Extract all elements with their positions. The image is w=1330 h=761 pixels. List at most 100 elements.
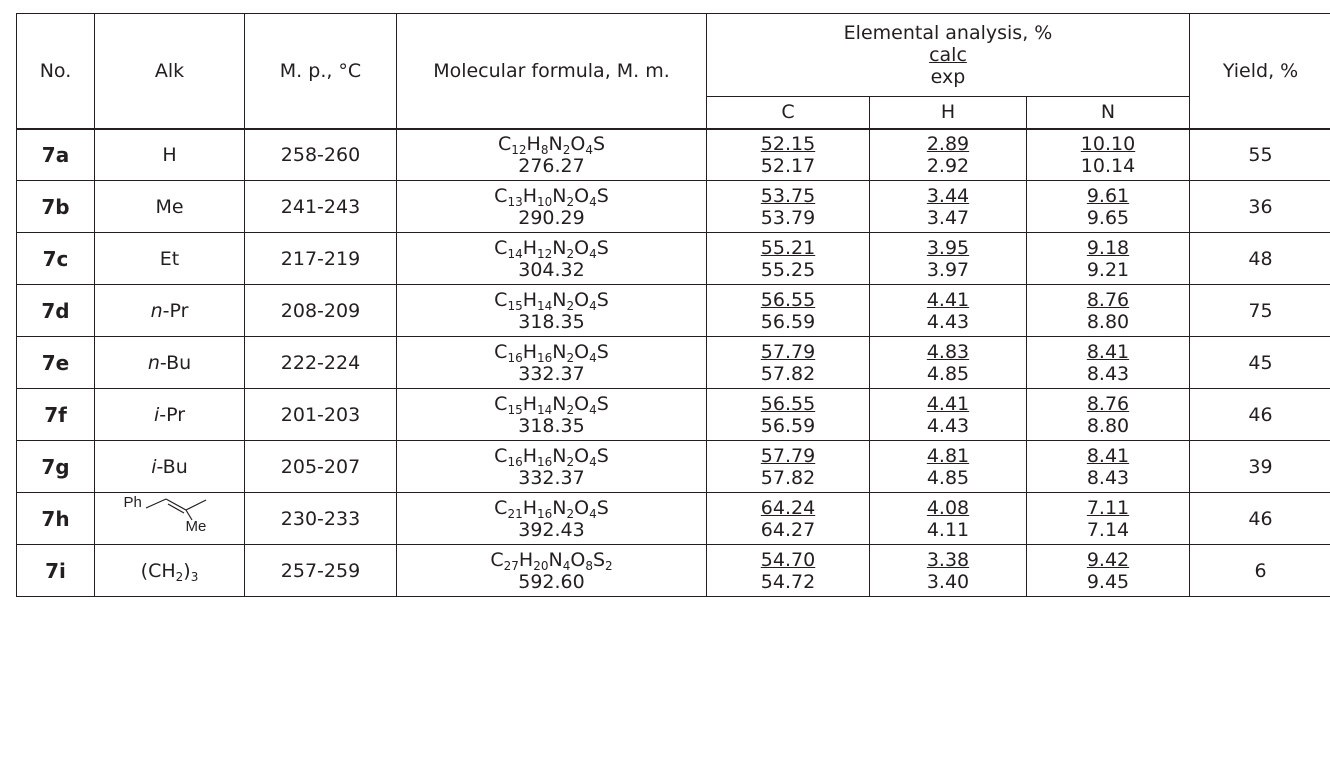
formula-element: N — [548, 132, 563, 155]
mp-cell: 205-207 — [244, 440, 397, 493]
n-calc: 10.10 — [1080, 132, 1136, 155]
c-exp: 64.27 — [760, 518, 816, 541]
n-exp: 8.43 — [1086, 466, 1130, 489]
h-cell: 4.41 4.43 — [869, 388, 1027, 441]
header-formula: Molecular formula, M. m. — [396, 13, 707, 129]
n-exp: 7.14 — [1086, 518, 1130, 541]
formula-element: O — [574, 288, 590, 311]
formula-element: C — [494, 288, 508, 311]
h-exp: 4.85 — [926, 362, 970, 385]
yield-cell: 36 — [1189, 180, 1330, 233]
formula-subscript: 4 — [589, 194, 597, 209]
alk-sub: 2 — [175, 569, 184, 584]
formula-element: S — [596, 392, 609, 415]
h-exp: 4.85 — [926, 466, 970, 489]
formula-cell: C13H10N2O4S 290.29 — [396, 180, 707, 233]
c-exp: 54.72 — [760, 570, 816, 593]
formula-subscript: 2 — [566, 402, 575, 417]
phenyl-propenyl-structure: Ph Me — [122, 494, 218, 538]
formula-subscript: 27 — [503, 558, 519, 573]
formula-cell: C15H14N2O4S 318.35 — [396, 388, 707, 441]
alk-cell: Me — [94, 180, 245, 233]
formula-subscript: 16 — [537, 350, 553, 365]
formula-element: S — [596, 496, 609, 519]
c-cell: 55.21 55.25 — [706, 232, 870, 285]
compound-no: 7i — [16, 544, 95, 597]
c-calc: 53.75 — [760, 184, 816, 207]
formula-cell: C27H20N4O8S2 592.60 — [396, 544, 707, 597]
compounds-table: No. Alk M. p., °C Molecular formula, M. … — [16, 13, 1330, 597]
compound-no: 7c — [16, 232, 95, 285]
c-calc: 55.21 — [760, 236, 816, 259]
yield-cell: 48 — [1189, 232, 1330, 285]
h-exp: 3.40 — [926, 570, 970, 593]
molecular-formula: C15H14N2O4S — [397, 288, 706, 313]
formula-subscript: 2 — [605, 558, 613, 573]
formula-cell: C12H8N2O4S 276.27 — [396, 127, 707, 181]
molecular-mass: 318.35 — [518, 310, 585, 333]
formula-cell: C14H12N2O4S 304.32 — [396, 232, 707, 285]
c-calc: 64.24 — [760, 496, 816, 519]
alk-cell: n-Pr — [94, 284, 245, 337]
h-calc: 4.41 — [926, 392, 970, 415]
formula-subscript: 2 — [566, 298, 575, 313]
n-calc: 8.41 — [1086, 340, 1130, 363]
alk-rest: -Pr — [159, 403, 186, 426]
formula-element: N — [552, 288, 567, 311]
mp-cell: 258-260 — [244, 127, 397, 181]
h-calc: 3.95 — [926, 236, 970, 259]
mp-cell: 201-203 — [244, 388, 397, 441]
formula-element: C — [494, 236, 508, 259]
header-c: C — [706, 96, 870, 129]
table-row: 7c Et 217-219 C14H12N2O4S 304.32 55.21 55.… — [16, 232, 1330, 285]
c-exp: 52.17 — [760, 154, 816, 177]
formula-subscript: 4 — [589, 506, 597, 521]
alk-prefix: n — [147, 351, 160, 374]
n-cell: 8.41 8.43 — [1025, 440, 1191, 493]
h-cell: 4.81 4.85 — [869, 440, 1027, 493]
c-cell: 57.79 57.82 — [706, 440, 870, 493]
formula-subscript: 2 — [566, 454, 575, 469]
mp-cell: 230-233 — [244, 492, 397, 545]
n-calc: 9.61 — [1086, 184, 1130, 207]
c-cell: 56.55 56.59 — [706, 284, 870, 337]
structure-bonds — [145, 498, 206, 521]
compound-no: 7f — [16, 388, 95, 441]
alk-ph-label: Ph — [123, 494, 142, 511]
formula-subscript: 15 — [507, 402, 523, 417]
formula-subscript: 4 — [585, 142, 593, 157]
table-row: 7i (CH2)3 257-259 C27H20N4O8S2 592.60 54.… — [16, 544, 1330, 597]
header-n: N — [1025, 96, 1191, 129]
n-exp: 8.80 — [1086, 310, 1130, 333]
molecular-mass: 290.29 — [518, 206, 585, 229]
formula-element: O — [570, 548, 586, 571]
formula-element: H — [522, 236, 538, 259]
h-exp: 4.11 — [926, 518, 970, 541]
formula-element: S — [596, 236, 609, 259]
alk-sub2: 3 — [190, 569, 199, 584]
formula-subscript: 4 — [589, 350, 597, 365]
formula-cell: C16H16N2O4S 332.37 — [396, 336, 707, 389]
alk-cell: i-Bu — [94, 440, 245, 493]
formula-subscript: 4 — [589, 402, 597, 417]
yield-cell: 46 — [1189, 492, 1330, 545]
molecular-formula: C12H8N2O4S — [397, 132, 706, 157]
formula-cell: C21H16N2O4S 392.43 — [396, 492, 707, 545]
formula-subscript: 2 — [566, 350, 575, 365]
molecular-formula: C15H14N2O4S — [397, 392, 706, 417]
n-cell: 8.41 8.43 — [1025, 336, 1191, 389]
formula-element: N — [552, 496, 567, 519]
formula-subscript: 8 — [540, 142, 549, 157]
formula-subscript: 13 — [507, 194, 523, 209]
n-exp: 9.21 — [1086, 258, 1130, 281]
n-cell: 8.76 8.80 — [1025, 388, 1191, 441]
h-calc: 3.38 — [926, 548, 970, 571]
formula-element: S — [592, 548, 606, 571]
formula-subscript: 16 — [537, 506, 553, 521]
molecular-formula: C27H20N4O8S2 — [397, 548, 706, 573]
table-row: 7a H 258-260 C12H8N2O4S 276.27 52.15 52.17… — [16, 127, 1330, 181]
formula-element: S — [592, 132, 606, 155]
molecular-formula: C14H12N2O4S — [397, 236, 706, 260]
formula-element: C — [494, 340, 508, 363]
table-row: 7h Ph Me 230-233 C21H16N2O4S 392.43 64.24… — [16, 492, 1330, 545]
